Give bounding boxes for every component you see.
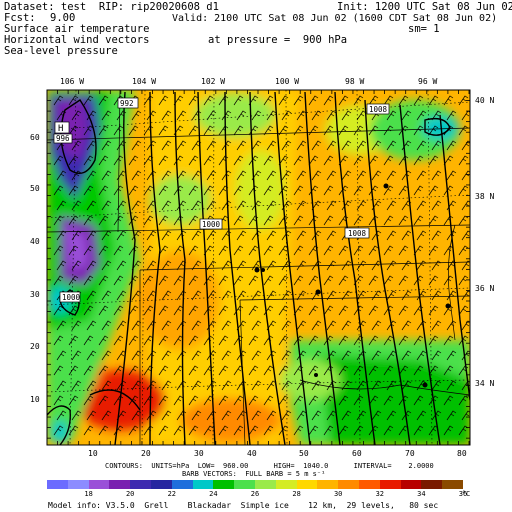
legend-label: 22 [167, 490, 177, 498]
legend-label: 32 [375, 490, 385, 498]
fcst-value: 9.00 [50, 12, 76, 24]
pressure-line: at pressure = 900 hPa [208, 34, 348, 46]
contour-label: 1008 [348, 229, 367, 238]
contour-label-boxes [53, 97, 390, 303]
x-tick: 50 [299, 449, 309, 458]
contour-label: 1000 [62, 293, 81, 302]
field-slp: Sea-level pressure [4, 45, 118, 57]
legend-swatch [234, 480, 256, 489]
x-tick: 30 [194, 449, 204, 458]
contour-label: 1000 [202, 220, 221, 229]
lat-label: 34 N [475, 379, 495, 388]
fcst-label: Fcst: [4, 12, 36, 24]
y-tick: 60 [30, 133, 40, 142]
lon-label: 102 W [201, 77, 226, 86]
legend-swatch [296, 480, 318, 489]
legend-swatch [151, 480, 173, 489]
x-tick: 20 [141, 449, 151, 458]
x-tick: 70 [405, 449, 415, 458]
field-temperature: Surface air temperature [4, 23, 150, 35]
legend-unit: °C [461, 490, 471, 498]
barb-info: BARB VECTORS: FULL BARB = 5 m s⁻¹ [182, 470, 326, 478]
legend-label: 20 [125, 490, 135, 498]
x-tick: 60 [352, 449, 362, 458]
legend-label: 26 [250, 490, 260, 498]
contour-label: 992 [120, 99, 134, 108]
legend-label: 24 [209, 490, 218, 498]
x-tick: 40 [247, 449, 257, 458]
legend-swatch [275, 480, 298, 489]
legend-label: 28 [292, 490, 301, 498]
high-pressure-label: H [58, 124, 63, 134]
lat-label: 36 N [475, 284, 495, 293]
lon-label: 98 W [345, 77, 365, 86]
wind-barbs [53, 95, 470, 436]
contour-label: 1008 [369, 105, 388, 114]
lon-label: 100 W [275, 77, 300, 86]
legend-swatch [255, 480, 277, 489]
sm-line: sm= 1 [408, 23, 440, 35]
y-tick: 30 [30, 290, 40, 299]
legend-swatch [47, 480, 69, 489]
legend-label: 30 [333, 490, 343, 498]
model-info: Model info: V3.5.0 Grell Blackadar Simpl… [48, 501, 439, 510]
map-frame [46, 89, 471, 446]
legend-swatch [88, 480, 110, 489]
lon-label: 106 W [60, 77, 85, 86]
legend-label: 34 [417, 490, 426, 498]
legend-swatch [192, 480, 214, 489]
y-tick: 40 [30, 237, 40, 246]
x-tick: 80 [457, 449, 467, 458]
y-tick: 10 [30, 395, 40, 404]
legend-swatch [130, 480, 152, 489]
legend-swatch [338, 480, 360, 489]
legend-swatch [359, 480, 381, 489]
legend-swatch [421, 480, 443, 489]
contour-label: 996 [56, 134, 70, 143]
city-markers [254, 183, 451, 388]
legend-swatch [67, 480, 90, 489]
legend-swatch [317, 480, 339, 489]
dataset-line: Dataset: test RIP: rip20020608 d1 [4, 1, 219, 13]
valid-line: Valid: 2100 UTC Sat 08 Jun 02 (1600 CDT … [172, 13, 498, 24]
x-tick: 10 [88, 449, 98, 458]
lat-label: 40 N [475, 96, 495, 105]
y-tick: 20 [30, 342, 40, 351]
legend-label: 36 [458, 490, 468, 498]
legend-swatch [379, 480, 402, 489]
legend-swatch [109, 480, 131, 489]
contours-info: CONTOURS: UNITS=hPa LOW= 960.00 HIGH= 10… [105, 462, 434, 470]
lon-label: 104 W [132, 77, 157, 86]
init-line: Init: 1200 UTC Sat 08 Jun 02 [337, 1, 512, 13]
legend-label: 18 [84, 490, 93, 498]
legend-swatch [400, 480, 422, 489]
legend-swatch [213, 480, 235, 489]
lat-label: 38 N [475, 192, 495, 201]
field-wind: Horizontal wind vectors [4, 34, 150, 46]
y-tick: 50 [30, 184, 40, 193]
lon-label: 96 W [418, 77, 438, 86]
legend-swatch [442, 480, 464, 489]
legend-swatch [171, 480, 194, 489]
